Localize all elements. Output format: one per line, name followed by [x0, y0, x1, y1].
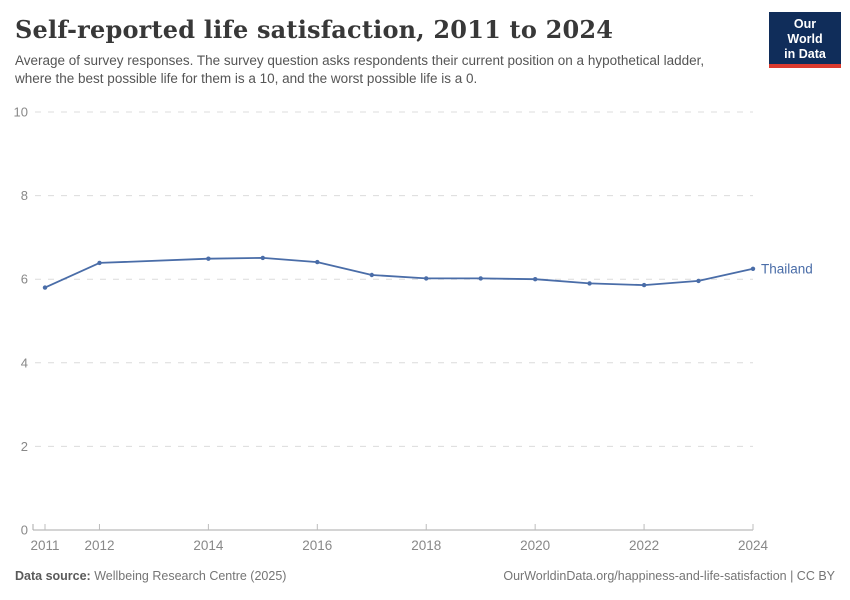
data-point[interactable]: [696, 278, 701, 284]
chart-footer: Data source: Wellbeing Research Centre (…: [15, 569, 835, 583]
chart-subtitle: Average of survey responses. The survey …: [15, 53, 705, 86]
data-point[interactable]: [587, 281, 592, 286]
data-point[interactable]: [97, 260, 102, 266]
y-tick-label: 8: [21, 188, 28, 203]
data-point[interactable]: [206, 256, 211, 261]
owid-logo[interactable]: Our World in Data: [769, 12, 841, 69]
x-tick-label: 2011: [30, 538, 59, 553]
data-source-label: Data source:: [15, 569, 91, 583]
x-tick-label: 2016: [302, 538, 332, 553]
x-tick-label: 2022: [629, 538, 659, 553]
x-tick-label: 2024: [738, 538, 769, 553]
data-point[interactable]: [533, 277, 538, 282]
y-tick-label: 10: [14, 105, 28, 120]
data-point[interactable]: [42, 285, 48, 290]
series-line: [44, 257, 754, 289]
data-point[interactable]: [424, 276, 429, 281]
x-tick-label: 2020: [520, 538, 550, 553]
x-tick-label: 2018: [411, 538, 441, 553]
data-point[interactable]: [750, 266, 756, 271]
series-label[interactable]: Thailand: [761, 261, 813, 276]
data-point[interactable]: [641, 282, 647, 288]
owid-logo-line1: Our World: [787, 17, 823, 46]
data-source: Data source: Wellbeing Research Centre (…: [15, 569, 286, 583]
y-tick-label: 2: [21, 439, 28, 454]
owid-citation-link[interactable]: OurWorldinData.org/happiness-and-life-sa…: [503, 569, 835, 583]
data-point[interactable]: [260, 255, 265, 261]
data-point[interactable]: [369, 272, 374, 278]
data-point[interactable]: [315, 259, 320, 265]
owid-logo-line2: in Data: [784, 46, 826, 61]
y-tick-label: 6: [21, 272, 28, 287]
data-point[interactable]: [478, 276, 483, 281]
y-tick-label: 0: [21, 523, 28, 538]
y-tick-label: 4: [21, 355, 28, 370]
page-title: Self-reported life satisfaction, 2011 to…: [15, 15, 614, 44]
x-tick-label: 2012: [84, 538, 114, 553]
data-source-value: Wellbeing Research Centre (2025): [90, 569, 287, 583]
x-tick-label: 2014: [193, 538, 224, 553]
